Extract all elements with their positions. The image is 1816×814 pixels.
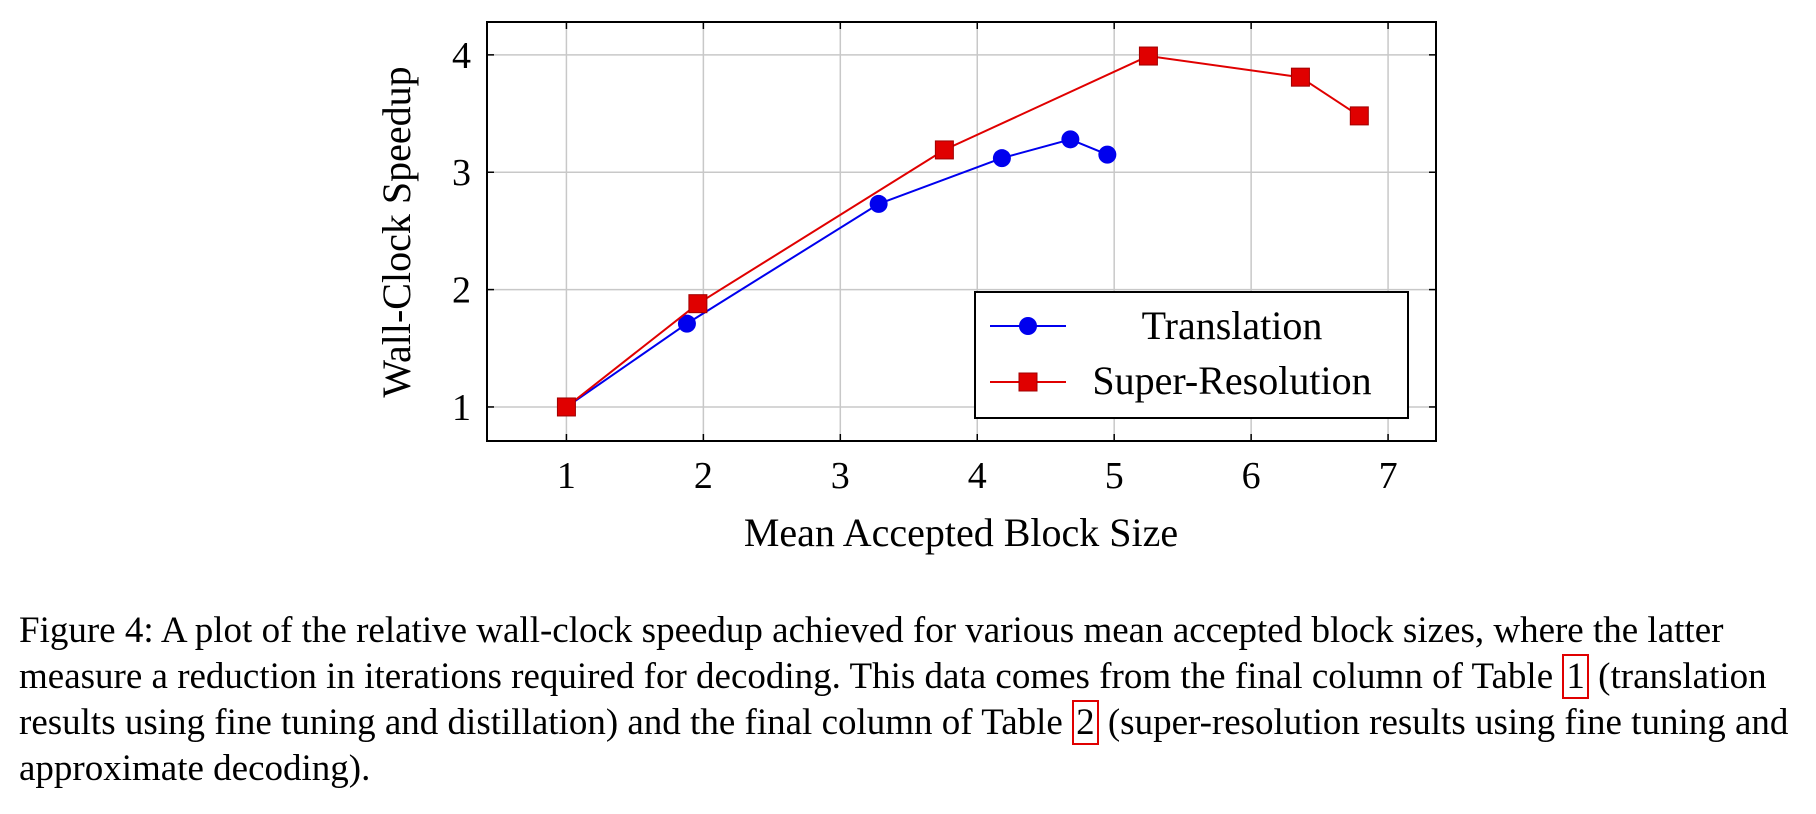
x-tick-label: 3: [831, 455, 850, 497]
data-point-translation: [1098, 145, 1117, 164]
speedup-chart: 1 2 3 4 5 6 7 1 2 3 4 Mean Accepted Block Size Wal…: [374, 21, 1437, 555]
legend-box: [974, 291, 1409, 419]
y-axis-label: Wall-Clock Speedup: [374, 66, 419, 397]
table-1-link[interactable]: 1: [1562, 654, 1589, 699]
table-2-link[interactable]: 2: [1072, 700, 1099, 745]
grid: [487, 22, 1436, 441]
legend-marker-super-resolution: [1018, 372, 1038, 392]
x-tick-label: 6: [1242, 455, 1261, 497]
data-point-translation: [869, 194, 888, 213]
data-point-super-resolution: [556, 397, 576, 417]
series-layer: [556, 46, 1369, 417]
x-tick-label: 5: [1105, 455, 1124, 497]
data-point-translation: [992, 149, 1011, 168]
data-point-super-resolution: [934, 140, 954, 160]
legend-marker-translation: [1019, 317, 1037, 335]
x-tick-label: 2: [694, 455, 713, 497]
caption-text-middle: (translation results using fine tuning a…: [19, 656, 1767, 743]
data-point-translation: [677, 314, 696, 333]
figure-caption: Figure 4: A plot of the relative wall-cl…: [19, 608, 1799, 792]
data-point-super-resolution: [1138, 46, 1158, 66]
y-tick-label: 2: [452, 270, 471, 312]
series-line-super-resolution: [565, 54, 1360, 408]
x-tick-label: 1: [557, 455, 576, 497]
x-axis-label: Mean Accepted Block Size: [744, 510, 1178, 555]
caption-text-suffix: (super-resolution results using fine tun…: [19, 702, 1789, 789]
data-point-super-resolution: [1349, 106, 1369, 126]
y-tick-label: 3: [452, 152, 471, 194]
legend: Translation Super-Resolution: [974, 291, 1409, 419]
y-tick-label: 4: [452, 35, 471, 77]
x-tick-label: 7: [1379, 455, 1398, 497]
legend-label-super-resolution: Super-Resolution: [1092, 358, 1371, 403]
data-point-super-resolution: [1290, 67, 1310, 87]
legend-label-translation: Translation: [1142, 303, 1323, 348]
axis-ticks: 1 2 3 4 5 6 7 1 2 3 4: [452, 22, 1436, 497]
plot-frame: [486, 21, 1437, 442]
data-point-translation: [1061, 130, 1080, 149]
x-tick-label: 4: [968, 455, 987, 497]
caption-text-prefix: Figure 4: A plot of the relative wall-cl…: [19, 610, 1724, 697]
data-point-super-resolution: [688, 294, 708, 314]
y-tick-label: 1: [452, 387, 471, 429]
